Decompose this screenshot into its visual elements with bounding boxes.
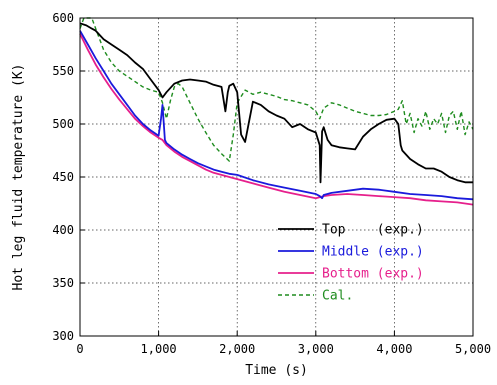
x-axis-label: Time (s) (245, 363, 308, 378)
y-tick-label: 400 (52, 223, 74, 237)
legend-label-bottom: Bottom (exp.) (322, 267, 424, 282)
x-axis-ticks: 0 1,000 2,000 3,000 4,000 5,000 (76, 331, 491, 356)
x-tick-label: 0 (76, 342, 83, 356)
legend: Top (exp.) Middle (exp.) Bottom (exp.) Cal. (278, 223, 424, 304)
series-layer (79, 17, 474, 206)
legend-label-top: Top (exp.) (322, 223, 424, 238)
series-line-top (79, 22, 473, 184)
y-tick-label: 500 (52, 117, 74, 131)
series-line-bottom (79, 33, 474, 206)
y-tick-label: 300 (52, 329, 74, 343)
y-tick-label: 600 (52, 11, 74, 25)
x-tick-label: 5,000 (455, 342, 491, 356)
y-tick-label: 550 (52, 64, 74, 78)
y-tick-label: 350 (52, 276, 74, 290)
legend-label-cal: Cal. (322, 289, 353, 304)
y-tick-label: 450 (52, 170, 74, 184)
series-line-middle (79, 30, 474, 201)
x-tick-label: 2,000 (219, 342, 255, 356)
legend-label-middle: Middle (exp.) (322, 245, 424, 260)
x-tick-label: 1,000 (141, 342, 177, 356)
x-tick-label: 4,000 (376, 342, 412, 356)
y-axis-label: Hot leg fluid temperature (K) (11, 64, 26, 291)
y-axis-ticks: 300 350 400 450 500 550 600 (52, 11, 85, 343)
x-tick-label: 3,000 (298, 342, 334, 356)
